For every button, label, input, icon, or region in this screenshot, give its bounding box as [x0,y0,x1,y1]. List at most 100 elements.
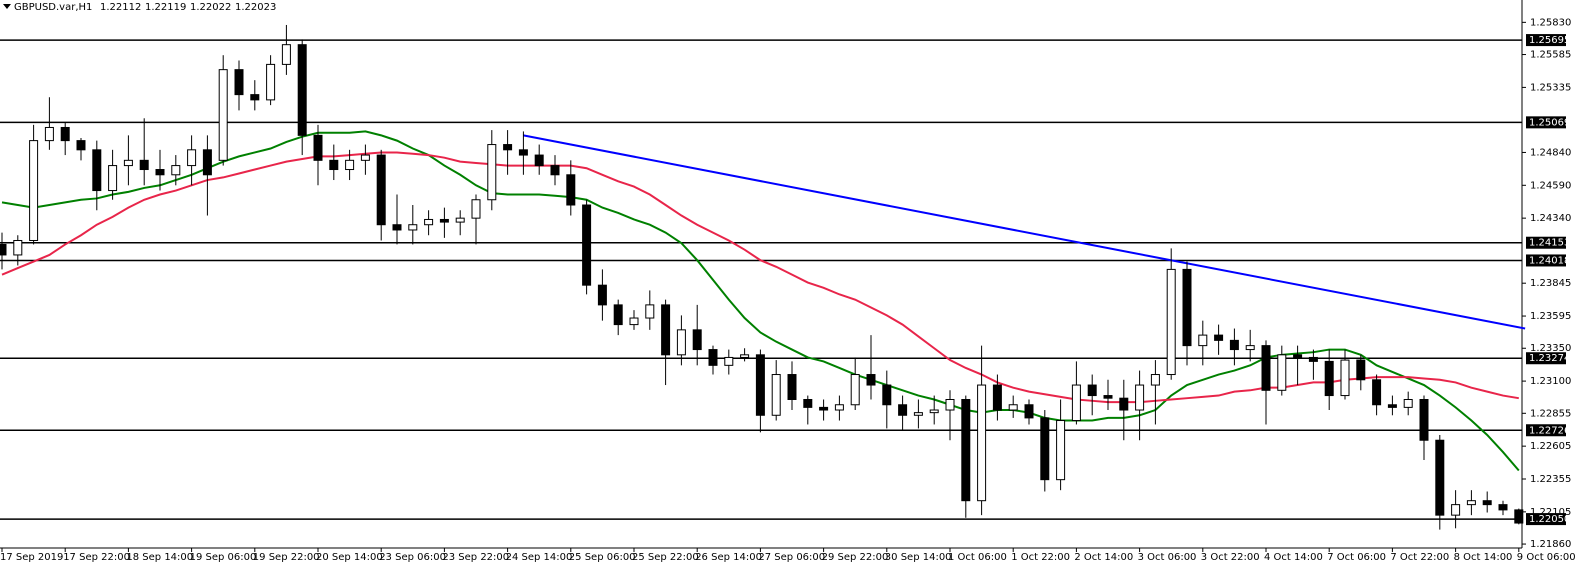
candle-body [439,218,449,223]
level-label: 1.22726 [1529,425,1570,436]
candle-body [1024,404,1034,419]
candle-body [1387,404,1397,408]
chart-title: GBPUSD.var,H1 [14,2,92,13]
candle-body [234,69,244,96]
x-tick-label: 25 Sep 06:00 [569,552,636,563]
candle-body [692,329,702,351]
candle-body [1482,500,1492,506]
candle-body [266,63,276,101]
level-label: 1.25069 [1529,117,1570,128]
x-tick-label: 23 Sep 22:00 [442,552,509,563]
candle-body [108,165,118,192]
candle-body [1056,420,1066,481]
x-tick-label: 25 Sep 22:00 [632,552,699,563]
candle-body [724,356,734,366]
x-tick-label: 7 Oct 22:00 [1390,552,1449,563]
y-tick-label: 1.22355 [1530,474,1571,485]
candle-body [566,174,576,206]
candle-body [1087,384,1097,397]
candle-body [676,329,686,356]
x-tick-label: 4 Oct 14:00 [1264,552,1323,563]
level-label-box [1526,352,1566,365]
candle-body [1324,360,1334,397]
x-tick-label: 29 Sep 22:00 [822,552,889,563]
candle-body [392,224,402,231]
x-tick-label: 2 Oct 14:00 [1074,552,1133,563]
candle-body [1245,345,1255,351]
candle-body [1166,268,1176,376]
candle-body [834,404,844,411]
y-tick-label: 1.23100 [1530,376,1571,387]
candle-body [329,159,339,171]
x-tick-label: 23 Sep 06:00 [379,552,446,563]
candle-body [1198,334,1208,347]
candle-body [1372,379,1382,406]
candle-body [661,304,671,356]
x-tick-label: 8 Oct 14:00 [1454,552,1513,563]
candle-body [1182,268,1192,347]
x-tick-label: 18 Sep 14:00 [126,552,193,563]
candle-body [503,144,513,151]
candle-body [1293,354,1303,358]
candle-body [1514,509,1524,524]
x-tick-label: 1 Oct 22:00 [1011,552,1070,563]
candle-body [534,154,544,167]
candle-body [740,354,750,358]
candle-body [945,399,955,411]
x-tick-label: 3 Oct 22:00 [1201,552,1260,563]
y-tick-label: 1.24840 [1530,147,1571,158]
y-tick-label: 1.23845 [1530,278,1571,289]
level-label: 1.23274 [1529,353,1570,364]
candle-body [518,149,528,156]
y-tick-label: 1.23595 [1530,311,1571,322]
candle-body [1340,359,1350,397]
x-tick-label: 30 Sep 14:00 [885,552,952,563]
candle-body [961,399,971,502]
level-label-box [1526,116,1566,129]
candle-body [360,154,370,161]
candle-body [850,374,860,406]
level-label-box [1526,424,1566,437]
candle-body [1308,356,1318,362]
y-tick-label: 1.22105 [1530,507,1571,518]
x-tick-label: 9 Oct 06:00 [1517,552,1576,563]
menu-arrow [3,4,11,9]
candle-body [1419,399,1429,441]
x-tick-label: 19 Sep 22:00 [253,552,320,563]
candle-body [471,199,481,219]
candle-body [297,44,307,136]
candle-body [202,149,212,176]
y-tick-label: 1.25335 [1530,82,1571,93]
candle-body [1277,354,1287,391]
header-value: 1.22119 [145,2,186,13]
candle-body [123,159,133,167]
candle-body [1103,395,1113,399]
level-label-box [1526,254,1566,267]
candle-body [882,384,892,406]
candle-body [13,239,23,256]
level-label: 1.24018 [1529,255,1570,266]
x-tick-label: 3 Oct 06:00 [1138,552,1197,563]
candle-body [345,159,355,171]
candle-body [1261,345,1271,391]
candle-body [424,218,434,226]
candle-body [376,154,386,226]
candle-body [597,284,607,306]
header-value: 1.22023 [235,2,276,13]
candle-body [313,134,323,161]
trendline [523,134,1526,330]
candle-body [487,144,497,201]
candle-body [929,409,939,414]
header-value: 1.22112 [100,2,141,13]
candle-body [645,304,655,319]
x-tick-label: 19 Sep 06:00 [190,552,257,563]
candle-body [155,169,165,176]
x-tick-label: 7 Oct 06:00 [1327,552,1386,563]
y-tick-label: 1.22605 [1530,441,1571,452]
candle-body [1119,397,1129,411]
y-tick-label: 1.21860 [1530,539,1571,550]
level-label: 1.24153 [1529,238,1570,249]
